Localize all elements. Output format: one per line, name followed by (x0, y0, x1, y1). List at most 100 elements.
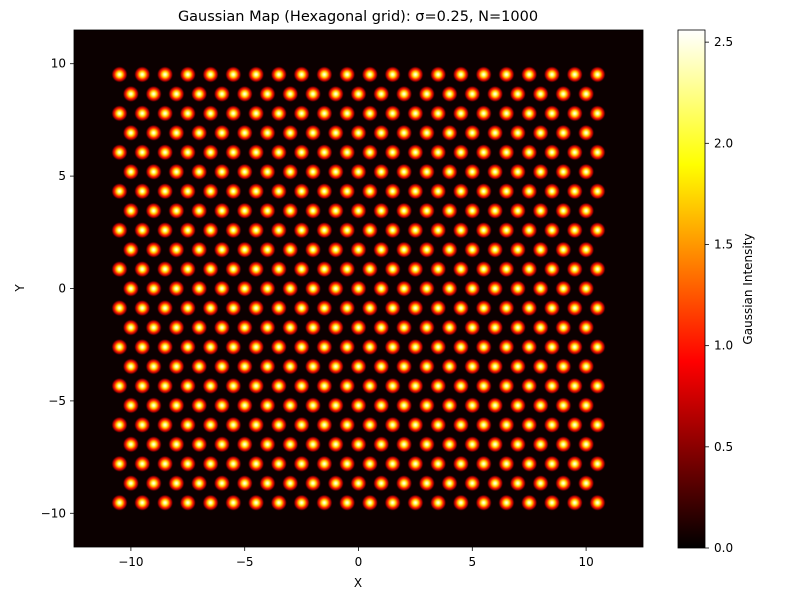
gaussian-point (190, 280, 208, 297)
gaussian-point (407, 494, 424, 511)
gaussian-point (521, 338, 538, 356)
gaussian-point (418, 397, 435, 414)
gaussian-point (190, 202, 208, 219)
gaussian-point (111, 455, 128, 472)
gaussian-point (316, 260, 333, 278)
gaussian-point (236, 202, 253, 219)
gaussian-point (418, 85, 435, 103)
gaussian-point (282, 163, 299, 180)
gaussian-point (270, 494, 288, 511)
gaussian-point (190, 163, 208, 180)
gaussian-point (202, 105, 219, 122)
gaussian-point (134, 377, 151, 395)
gaussian-point (498, 105, 515, 122)
gaussian-point (134, 299, 151, 317)
gaussian-point (156, 260, 174, 278)
gaussian-point (532, 319, 549, 336)
gaussian-point (225, 416, 242, 434)
gaussian-point (168, 475, 185, 492)
gaussian-point (270, 144, 288, 161)
gaussian-point (270, 260, 288, 278)
gaussian-point (555, 124, 572, 142)
gaussian-point (236, 163, 253, 180)
gaussian-point (509, 319, 527, 336)
gaussian-point (282, 397, 299, 414)
gaussian-point (475, 144, 492, 161)
gaussian-point (134, 183, 151, 200)
gaussian-point (429, 455, 447, 472)
gaussian-point (464, 319, 481, 336)
gaussian-point (361, 299, 379, 317)
gaussian-point (464, 358, 481, 375)
gaussian-point (156, 144, 174, 161)
gaussian-point (521, 222, 538, 239)
gaussian-point (156, 105, 174, 122)
gaussian-point (475, 222, 492, 239)
gaussian-point (464, 241, 481, 258)
gaussian-point (475, 105, 492, 122)
gaussian-point (293, 66, 310, 83)
gaussian-point (373, 241, 390, 258)
gaussian-point (350, 280, 367, 297)
gaussian-point (122, 280, 140, 297)
gaussian-point (452, 222, 470, 239)
gaussian-point (498, 222, 515, 239)
gaussian-point (509, 85, 527, 103)
x-tick-label: 0 (355, 555, 363, 569)
gaussian-point (589, 494, 606, 511)
gaussian-point (156, 494, 174, 511)
gaussian-point (259, 85, 276, 103)
gaussian-point (555, 241, 572, 258)
gaussian-point (293, 183, 310, 200)
gaussian-point (145, 202, 162, 219)
gaussian-point (384, 144, 401, 161)
gaussian-point (566, 222, 583, 239)
gaussian-point (259, 163, 276, 180)
x-tick-label: 10 (578, 555, 593, 569)
gaussian-point (475, 66, 492, 83)
gaussian-point (316, 416, 333, 434)
gaussian-point (190, 319, 208, 336)
gaussian-point (259, 475, 276, 492)
gaussian-point (327, 163, 344, 180)
gaussian-point (236, 280, 253, 297)
gaussian-point (225, 494, 242, 511)
gaussian-point (429, 144, 447, 161)
gaussian-point (384, 222, 401, 239)
gaussian-point (247, 260, 265, 278)
gaussian-point (316, 299, 333, 317)
gaussian-point (270, 338, 288, 356)
gaussian-point (577, 202, 595, 219)
gaussian-point (486, 280, 504, 297)
plot-area (73, 29, 644, 548)
gaussian-point (373, 397, 390, 414)
gaussian-point (543, 494, 561, 511)
gaussian-point (168, 85, 185, 103)
gaussian-point (316, 455, 333, 472)
gaussian-point (236, 241, 253, 258)
gaussian-point (225, 222, 242, 239)
gaussian-point (225, 260, 242, 278)
gaussian-point (395, 319, 413, 336)
gaussian-point (543, 299, 561, 317)
gaussian-point (486, 202, 504, 219)
gaussian-point (509, 241, 527, 258)
gaussian-point (259, 124, 276, 142)
gaussian-point (350, 475, 367, 492)
gaussian-point (293, 494, 310, 511)
gaussian-point (509, 475, 527, 492)
gaussian-point (498, 416, 515, 434)
gaussian-point (304, 280, 322, 297)
gaussian-point (225, 66, 242, 83)
gaussian-point (418, 436, 435, 453)
gaussian-point (555, 397, 572, 414)
gaussian-point (225, 183, 242, 200)
colorbar-label: Gaussian Intensity (741, 233, 755, 344)
gaussian-point (486, 85, 504, 103)
gaussian-point (464, 436, 481, 453)
y-tick-label: 10 (51, 57, 66, 71)
gaussian-point (338, 416, 356, 434)
gaussian-point (498, 260, 515, 278)
gaussian-point (429, 66, 447, 83)
